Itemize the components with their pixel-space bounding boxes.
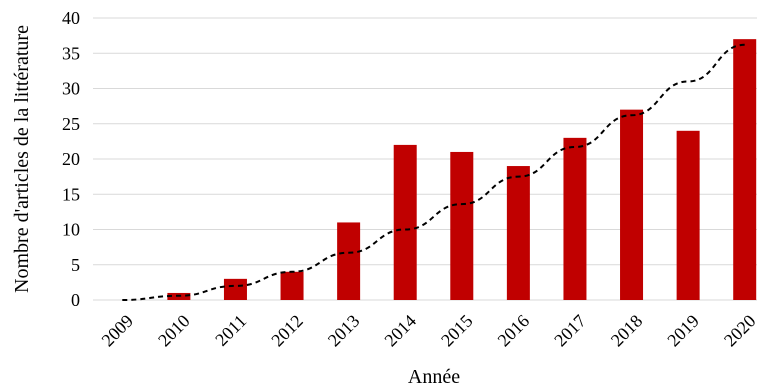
y-axis-ticks: 0 5 10 15 20 25 30 35 40	[62, 8, 80, 310]
y-tick-label: 35	[62, 43, 80, 63]
x-tick-label: 2011	[211, 311, 250, 350]
y-axis-title: Nombre d'articles de la littérature	[11, 25, 33, 293]
x-tick-label: 2013	[324, 311, 364, 351]
y-tick-label: 15	[62, 184, 80, 204]
x-tick-label: 2012	[267, 311, 307, 351]
bar-2020	[733, 39, 757, 301]
y-tick-label: 5	[71, 255, 80, 275]
bar-2013	[337, 222, 361, 300]
x-tick-label: 2018	[607, 311, 647, 351]
y-tick-label: 25	[62, 114, 80, 134]
bar-2019	[676, 130, 700, 300]
y-tick-label: 10	[62, 220, 80, 240]
x-tick-label: 2015	[437, 311, 477, 351]
x-tick-label: 2019	[663, 311, 703, 351]
x-tick-label: 2009	[98, 311, 138, 351]
bar-2016	[506, 166, 530, 300]
trendline	[122, 43, 745, 301]
x-tick-label: 2016	[494, 311, 534, 351]
y-tick-label: 30	[62, 79, 80, 99]
gridlines	[93, 17, 757, 301]
x-axis-ticks: 2009 2010 2011 2012 2013 2014 2015 2016 2017 2018…	[98, 311, 760, 351]
bar-2011	[223, 278, 247, 300]
bars	[167, 39, 757, 301]
bar-2015	[450, 151, 474, 300]
y-tick-label: 0	[71, 290, 80, 310]
bar-2017	[563, 137, 587, 300]
x-tick-label: 2017	[550, 311, 590, 351]
bar-2018	[620, 109, 644, 301]
y-tick-label: 20	[62, 149, 80, 169]
x-axis-title: Année	[408, 366, 460, 387]
trendline-group	[122, 43, 745, 301]
bar-2014	[393, 144, 417, 300]
x-tick-label: 2014	[380, 311, 420, 351]
x-tick-label: 2010	[154, 311, 194, 351]
x-tick-label: 2020	[720, 311, 760, 351]
y-tick-label: 40	[62, 8, 80, 28]
bar-2012	[280, 271, 304, 300]
